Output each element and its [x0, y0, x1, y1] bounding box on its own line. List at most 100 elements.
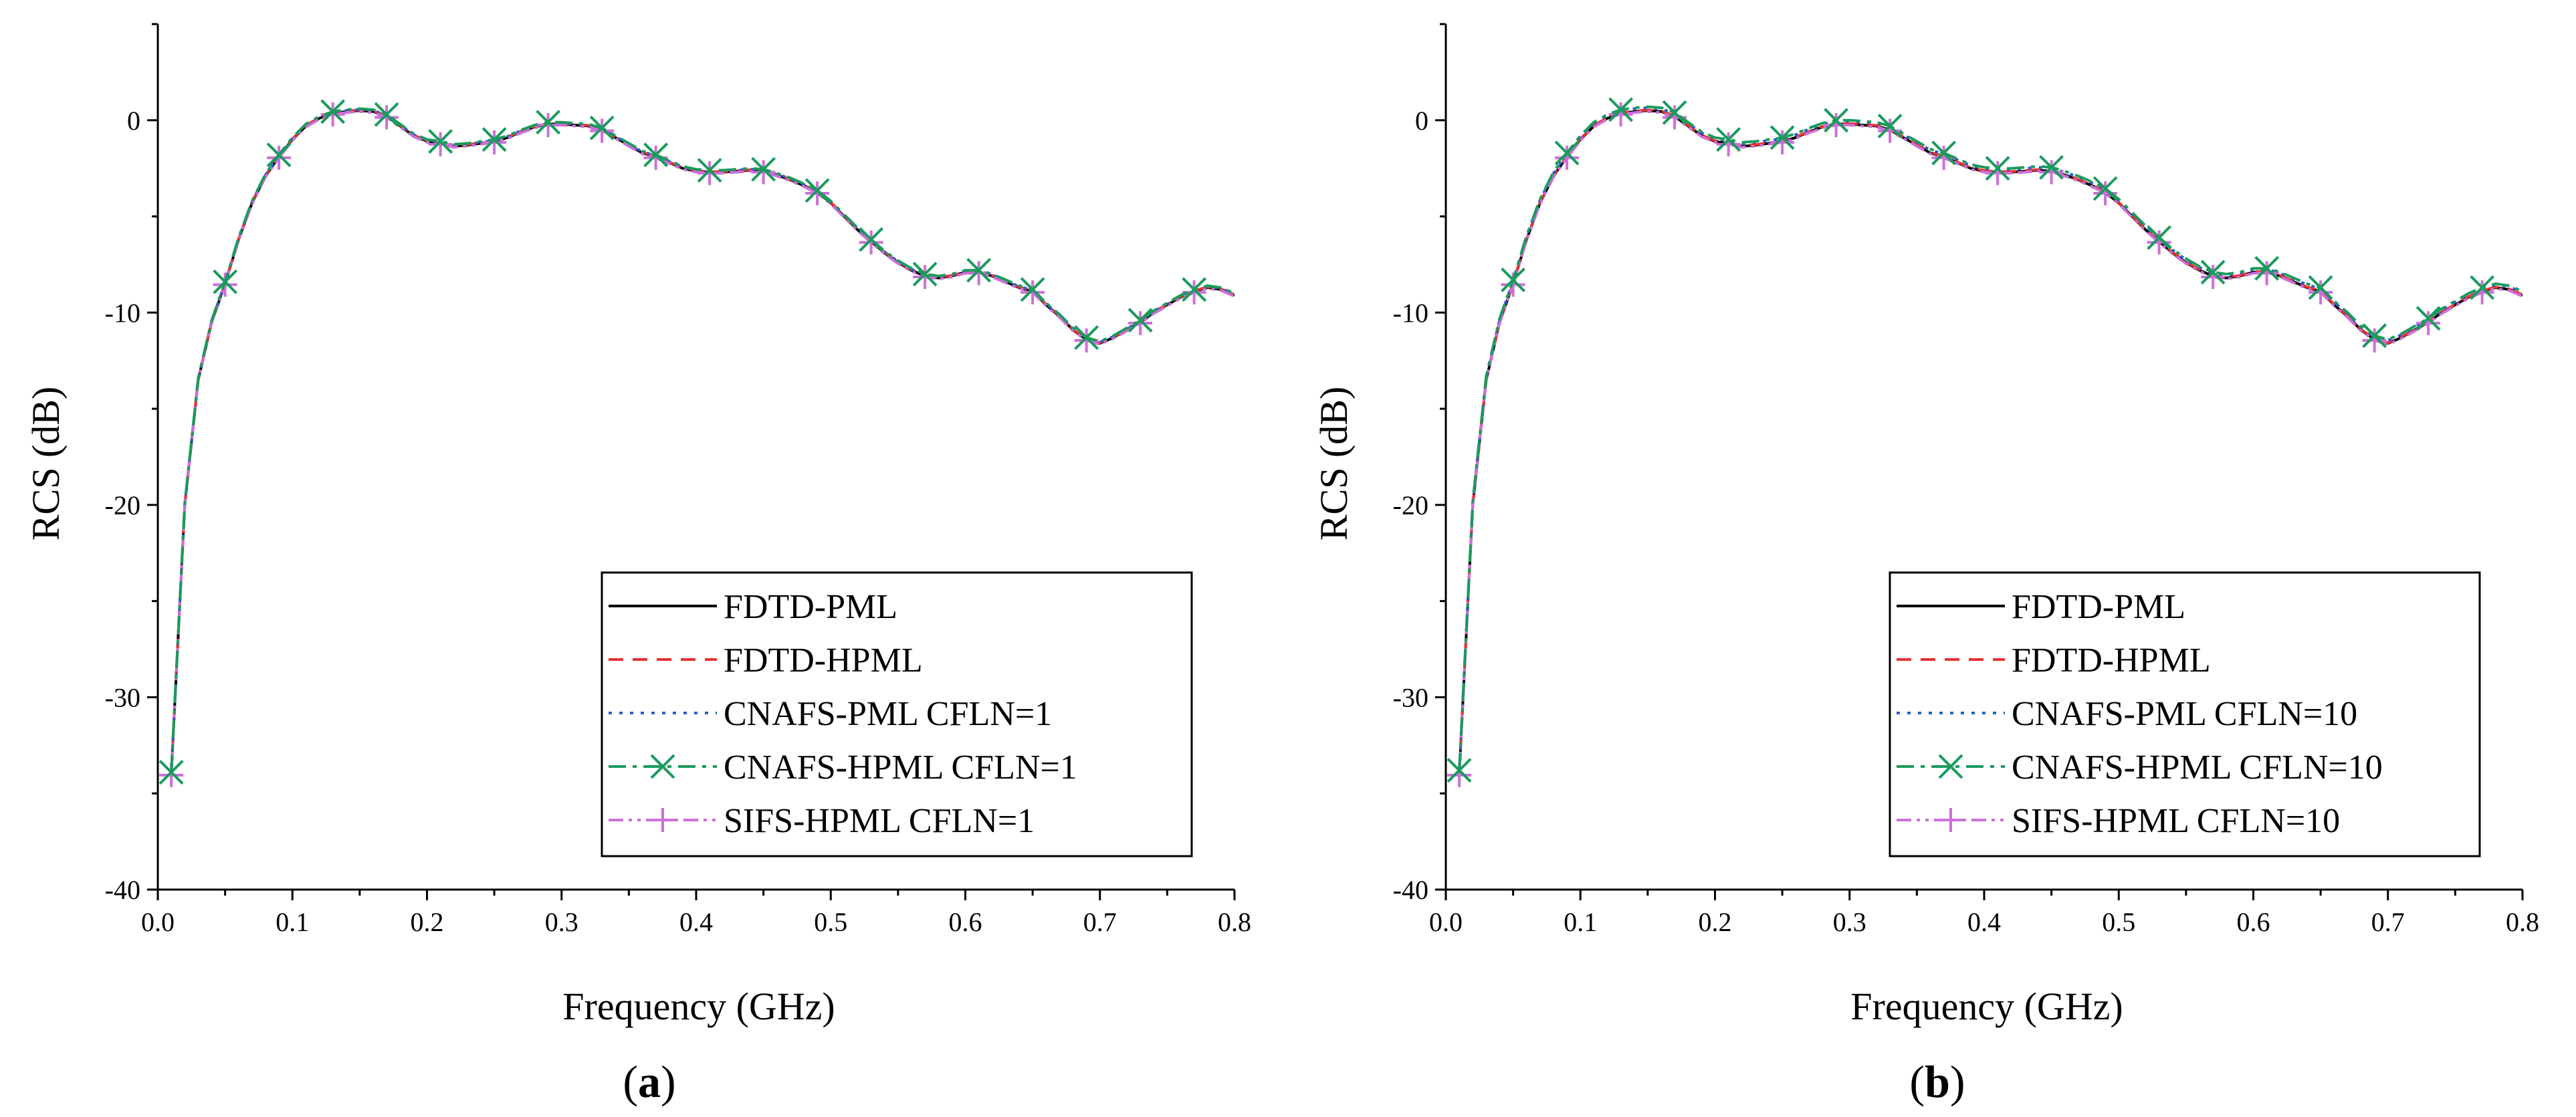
x-marker — [589, 115, 615, 140]
legend-item: SIFS-HPML CFLN=10 — [1897, 802, 2340, 840]
legend-item: CNAFS-PML CFLN=1 — [609, 695, 1052, 733]
y-axis-title: RCS (dB) — [24, 387, 68, 540]
series-sifs-hpml-cfln-1 — [159, 102, 1235, 787]
x-marker — [1182, 277, 1207, 302]
x-marker — [697, 158, 722, 183]
plus-marker — [1770, 130, 1795, 155]
x-tick-label: 0.7 — [1083, 907, 1117, 937]
series-line — [1458, 105, 2523, 771]
x-tick-label: 0.8 — [2506, 907, 2539, 937]
plus-marker — [751, 160, 776, 185]
plus-marker — [2416, 311, 2441, 336]
x-axis-title: Frequency (GHz) — [562, 985, 835, 1028]
x-marker — [320, 99, 346, 124]
plus-marker — [2309, 280, 2333, 305]
legend-box — [601, 571, 1193, 857]
legend-item: CNAFS-HPML CFLN=1 — [609, 748, 1077, 787]
legend-label: FDTD-PML — [2012, 588, 2185, 626]
x-tick-label: 0.2 — [411, 907, 444, 937]
x-marker — [1501, 268, 1526, 292]
x-tick-label: 0.3 — [1833, 907, 1866, 937]
y-tick-label: -30 — [105, 682, 140, 712]
y-tick-label: 0 — [1415, 106, 1428, 136]
legend: FDTD-PML FDTD-HPML CNAFS-PML CFLN=1 CNAFS-H… — [601, 571, 1193, 857]
series-cnafs-hpml-cfln-1 — [158, 99, 1235, 785]
plus-marker — [2039, 160, 2064, 185]
x-marker — [912, 262, 938, 287]
legend: FDTD-PML FDTD-HPML CNAFS-PML CFLN=10 CNAFS-… — [1889, 571, 2481, 857]
y-tick-label: -40 — [105, 875, 140, 905]
legend-x-marker — [1938, 754, 1963, 779]
x-tick-label: 0.4 — [679, 907, 713, 937]
x-marker — [1769, 125, 1795, 150]
y-tick-label: -20 — [1393, 490, 1428, 520]
y-tick-label: -20 — [105, 490, 140, 520]
x-marker — [2308, 275, 2333, 300]
y-tick-label: -10 — [1393, 298, 1428, 328]
x-tick-label: 0.5 — [2102, 907, 2135, 937]
plus-marker — [267, 145, 292, 170]
chart-panel-a: 0.0 0.1 0.2 0.3 0.4 0.5 0.6 0.7 0.8 0 -10 -20 -30 -40… — [24, 23, 1251, 1107]
chart-panel-b: 0.0 0.1 0.2 0.3 0.4 0.5 0.6 0.7 0.8 0 -10 -20 -30 -40… — [1288, 0, 2576, 1117]
plus-marker — [1555, 145, 1580, 170]
x-marker — [2416, 306, 2441, 331]
panel-label: (a) — [623, 1056, 675, 1107]
series-line — [170, 107, 1235, 773]
series-cnafs-hpml-cfln-10 — [1446, 97, 2523, 783]
legend-label: SIFS-HPML CFLN=10 — [2012, 802, 2340, 840]
chart-svg-a: 0.0 0.1 0.2 0.3 0.4 0.5 0.6 0.7 0.8 0 -10 -20 -30 -40… — [24, 23, 1251, 1107]
x-marker — [213, 269, 238, 294]
panel-label: (b) — [1909, 1056, 1965, 1107]
plus-marker — [2147, 230, 2171, 255]
series-line — [1458, 108, 2523, 774]
x-marker — [1716, 127, 1741, 152]
x-marker — [1446, 758, 1472, 783]
plus-marker — [1824, 112, 1848, 137]
legend-label: CNAFS-HPML CFLN=1 — [724, 748, 1077, 787]
plus-marker — [913, 265, 938, 290]
legend-item: FDTD-HPML — [609, 641, 923, 680]
x-marker — [1662, 100, 1687, 125]
x-marker — [966, 258, 992, 283]
chart-svg-b: 0.0 0.1 0.2 0.3 0.4 0.5 0.6 0.7 0.8 0 -10 -20 -30 -40… — [1312, 23, 2539, 1107]
x-marker — [1877, 113, 1903, 138]
axes: 0.0 0.1 0.2 0.3 0.4 0.5 0.6 0.7 0.8 0 -10 -20 -30 -40 — [105, 23, 1251, 937]
x-marker — [751, 157, 776, 182]
x-marker — [481, 127, 507, 152]
plus-marker — [1878, 118, 1903, 143]
x-tick-label: 0.1 — [1564, 907, 1597, 937]
x-marker — [1074, 325, 1099, 350]
plus-marker — [697, 161, 722, 185]
plus-marker — [482, 130, 507, 155]
x-marker — [859, 227, 884, 252]
y-axis-title: RCS (dB) — [1312, 387, 1356, 540]
plus-marker — [859, 230, 883, 255]
x-marker — [1608, 97, 1634, 122]
x-marker — [643, 142, 669, 167]
plus-marker — [374, 105, 399, 130]
x-marker — [1554, 140, 1580, 166]
x-tick-label: 0.4 — [1967, 907, 2001, 937]
legend-label: FDTD-HPML — [2012, 641, 2211, 680]
legend-label: CNAFS-HPML CFLN=10 — [2012, 748, 2383, 787]
x-marker — [1020, 277, 1045, 302]
x-tick-label: 0.6 — [949, 907, 982, 937]
x-marker — [1985, 156, 2010, 181]
x-tick-label: 0.1 — [276, 907, 309, 937]
legend-label: CNAFS-PML CFLN=10 — [2012, 695, 2357, 733]
x-marker — [2362, 323, 2387, 348]
x-marker — [428, 128, 453, 154]
x-axis-title: Frequency (GHz) — [1850, 985, 2123, 1028]
x-marker — [2147, 225, 2172, 250]
y-tick-label: -40 — [1393, 875, 1428, 905]
x-tick-label: 0.0 — [1429, 907, 1463, 937]
legend-item: CNAFS-PML CFLN=10 — [1897, 695, 2357, 733]
x-marker — [2039, 155, 2064, 180]
legend-box — [1889, 571, 2481, 857]
plus-marker — [1985, 161, 2010, 185]
plus-marker — [2201, 265, 2226, 290]
legend-label: CNAFS-PML CFLN=1 — [724, 695, 1052, 733]
y-tick-label: -30 — [1393, 682, 1428, 712]
plus-marker — [590, 118, 615, 143]
x-tick-label: 0.7 — [2371, 907, 2405, 937]
